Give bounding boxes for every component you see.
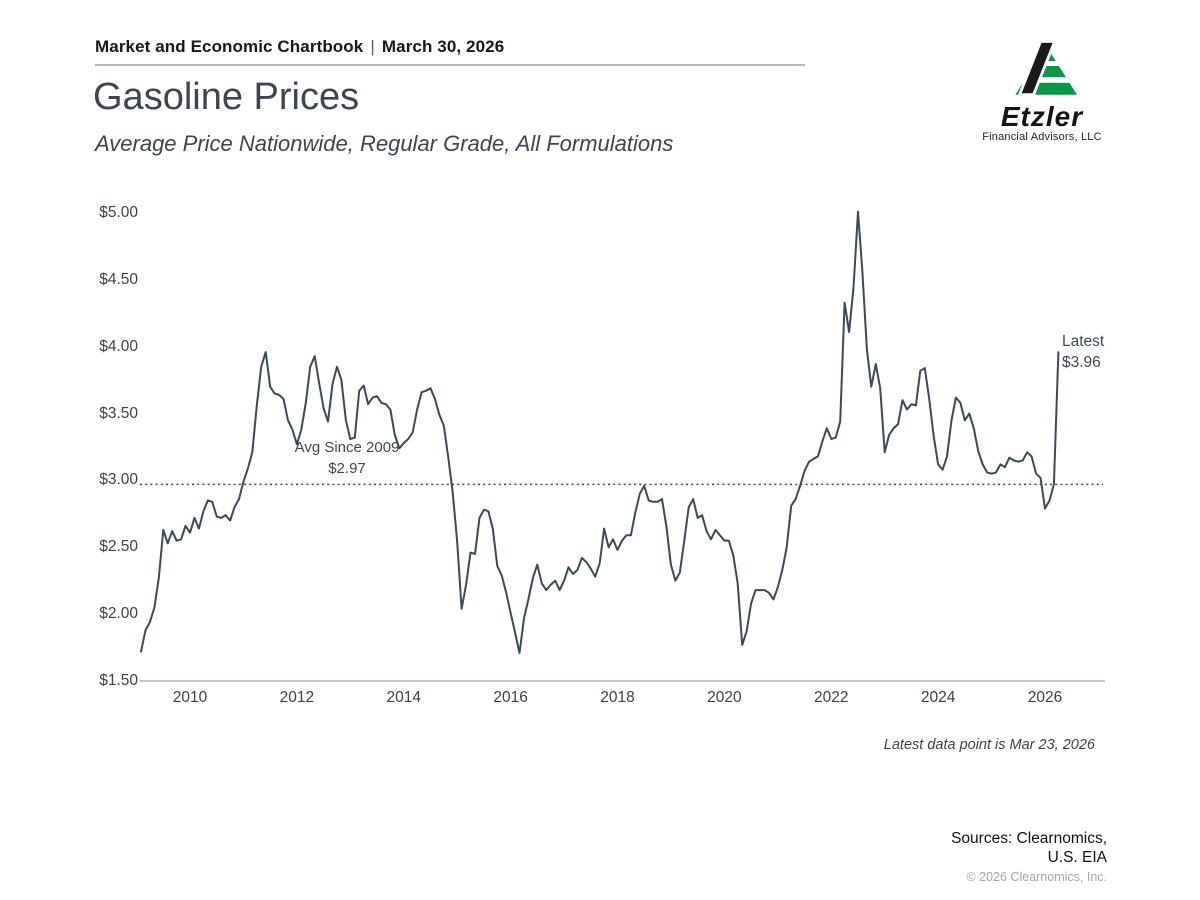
page-subtitle: Average Price Nationwide, Regular Grade,… bbox=[95, 131, 674, 156]
price-line-series bbox=[140, 210, 1060, 654]
y-tick-label: $4.50 bbox=[99, 270, 138, 288]
chartbook-date: March 30, 2026 bbox=[381, 37, 505, 56]
y-tick-label: $2.00 bbox=[99, 605, 138, 623]
y-tick-label: $1.50 bbox=[99, 672, 138, 689]
company-logo: Etzler Financial Advisors, LLC bbox=[972, 40, 1112, 143]
sources-line-2: U.S. EIA bbox=[1047, 849, 1107, 866]
header-separator: | bbox=[370, 37, 375, 56]
chartbook-title: Market and Economic Chartbook bbox=[95, 37, 364, 56]
x-tick-label: 2016 bbox=[493, 689, 528, 706]
latest-annotation-label: Latest bbox=[1062, 333, 1105, 350]
x-tick-label: 2010 bbox=[172, 689, 208, 706]
latest-annotation-value: $3.96 bbox=[1062, 354, 1101, 371]
header-rule bbox=[95, 64, 805, 66]
latest-data-footnote: Latest data point is Mar 23, 2026 bbox=[883, 737, 1095, 753]
x-tick-label: 2026 bbox=[1027, 689, 1063, 706]
x-tick-label: 2012 bbox=[279, 689, 315, 706]
x-tick-label: 2024 bbox=[920, 689, 956, 706]
x-tick-label: 2018 bbox=[600, 689, 635, 706]
x-tick-label: 2022 bbox=[814, 689, 849, 706]
y-tick-label: $5.00 bbox=[99, 204, 138, 221]
average-annotation: Avg Since 2009 $2.97 bbox=[262, 437, 432, 479]
x-tick-label: 2020 bbox=[707, 689, 742, 706]
page-title: Gasoline Prices bbox=[93, 76, 360, 118]
average-annotation-label: Avg Since 2009 bbox=[294, 439, 400, 456]
sources-block: Sources: Clearnomics, U.S. EIA © 2026 Cl… bbox=[807, 829, 1107, 884]
chartbook-header: Market and Economic Chartbook | March 30, … bbox=[95, 37, 504, 57]
y-tick-label: $4.00 bbox=[99, 337, 138, 355]
x-tick-label: 2014 bbox=[386, 689, 422, 706]
logo-wordmark: Etzler bbox=[1000, 101, 1084, 132]
copyright-text: © 2026 Clearnomics, Inc. bbox=[966, 870, 1107, 884]
y-tick-label: $3.50 bbox=[99, 404, 138, 422]
etzler-logo-mark-icon bbox=[1005, 40, 1084, 97]
y-tick-label: $2.50 bbox=[99, 538, 138, 556]
y-tick-label: $3.00 bbox=[99, 471, 138, 489]
latest-annotation: Latest $3.96 bbox=[1062, 331, 1104, 373]
logo-subtitle: Financial Advisors, LLC bbox=[982, 131, 1102, 143]
average-annotation-value: $2.97 bbox=[328, 460, 366, 477]
sources-line-1: Sources: Clearnomics, bbox=[951, 830, 1107, 847]
